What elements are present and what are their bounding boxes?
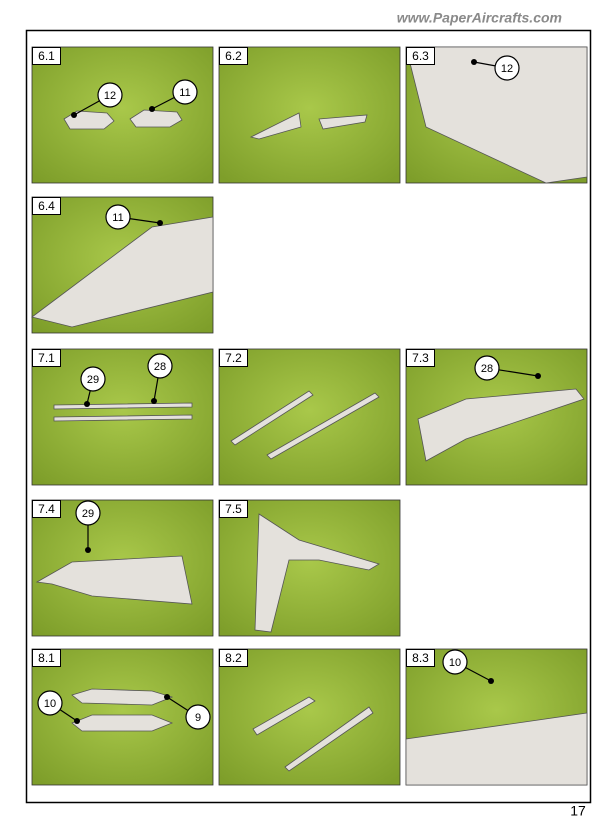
- callout-circle: [75, 500, 101, 526]
- paper-part: [252, 696, 316, 736]
- paper-part: [35, 555, 193, 605]
- callout-dot: [488, 678, 494, 684]
- callout-dot: [149, 106, 155, 112]
- paper-part: [71, 688, 174, 706]
- paper-part: [417, 388, 585, 462]
- paper-part: [230, 390, 314, 446]
- step-label-box: [219, 500, 248, 518]
- callout-dot: [157, 220, 163, 226]
- step-panel: 8.2: [218, 648, 401, 786]
- step-label-box: [219, 649, 248, 667]
- page-number: 17: [570, 803, 586, 819]
- page-frame: [25, 29, 592, 804]
- step-panel: 6.1 12 11: [31, 46, 214, 184]
- step-panel: 6.2: [218, 46, 401, 184]
- paper-part: [284, 706, 374, 772]
- step-label-box: [32, 349, 61, 367]
- callout-circle: [494, 55, 520, 81]
- paper-part: [318, 114, 368, 130]
- step-panel: 7.1 29 28: [31, 348, 214, 486]
- callout-circle: [147, 353, 173, 379]
- step-photo: [218, 348, 401, 486]
- step-label-box: [32, 649, 61, 667]
- callout-circle: [97, 82, 123, 108]
- callout-number: 10: [449, 657, 461, 669]
- callout-circle: [37, 690, 63, 716]
- callout-dot: [164, 694, 170, 700]
- step-label: 6.3: [412, 49, 429, 63]
- step-label-box: [32, 197, 61, 215]
- step-label: 6.2: [225, 49, 242, 63]
- step-label-box: [219, 349, 248, 367]
- step-panel: 7.3 28: [405, 348, 588, 486]
- callout-circle: [172, 79, 198, 105]
- callout-dot: [84, 401, 90, 407]
- paper-part: [405, 46, 588, 184]
- callout-circle: [80, 366, 106, 392]
- step-label: 7.1: [38, 351, 55, 365]
- callout-dot: [151, 398, 157, 404]
- step-label: 8.3: [412, 651, 429, 665]
- step-label: 6.1: [38, 49, 55, 63]
- callout-dot: [471, 59, 477, 65]
- step-label-box: [32, 47, 61, 65]
- callout-number: 9: [195, 712, 201, 724]
- step-panel: 8.1 10 9: [31, 648, 214, 786]
- callout-number: 29: [87, 374, 99, 386]
- step-label: 7.4: [38, 502, 55, 516]
- callout-dot: [74, 718, 80, 724]
- callout-dot: [71, 112, 77, 118]
- callout-number: 29: [82, 508, 94, 520]
- step-label-box: [406, 349, 435, 367]
- step-panel: 7.2: [218, 348, 401, 486]
- callout-dot: [535, 373, 541, 379]
- step-panel: 7.5: [218, 499, 401, 637]
- step-panel: 6.3 12: [405, 46, 588, 184]
- step-label-box: [406, 47, 435, 65]
- step-label: 7.5: [225, 502, 242, 516]
- step-label-box: [32, 500, 61, 518]
- step-photo: [31, 46, 214, 184]
- step-label-box: [219, 47, 248, 65]
- paper-part: [129, 109, 183, 128]
- paper-part: [249, 112, 302, 140]
- step-label-box: [406, 649, 435, 667]
- callout-number: 11: [179, 87, 190, 99]
- step-panel: 6.4 11: [31, 196, 214, 334]
- callout-number: 11: [112, 212, 123, 224]
- step-label: 8.2: [225, 651, 242, 665]
- step-panel: 8.3 10: [405, 648, 588, 786]
- paper-part: [405, 712, 588, 786]
- callout-circle: [442, 649, 468, 675]
- paper-part: [53, 414, 193, 422]
- step-label: 7.2: [225, 351, 242, 365]
- panels: 6.1 12 11 6.2 6.3 12 6.4 11 7.1 29 28 7.2 7.3 28 7.4 29…: [31, 46, 588, 786]
- step-label: 6.4: [38, 199, 55, 213]
- paper-part: [254, 513, 380, 633]
- callout-number: 12: [501, 63, 513, 75]
- callout-circle: [105, 204, 131, 230]
- callout-number: 28: [154, 361, 166, 373]
- callout-circle: [185, 704, 211, 730]
- site-url: www.PaperAircrafts.com: [397, 10, 562, 26]
- callout-number: 10: [44, 698, 56, 710]
- callout-circle: [474, 355, 500, 381]
- callout-dot: [85, 547, 91, 553]
- step-panel: 7.4 29: [31, 499, 214, 637]
- step-photo: [218, 648, 401, 786]
- step-label: 7.3: [412, 351, 429, 365]
- step-label: 8.1: [38, 651, 55, 665]
- callout-number: 12: [104, 90, 116, 102]
- step-photo: [218, 46, 401, 184]
- paper-part: [71, 714, 174, 732]
- callout-number: 28: [481, 363, 493, 375]
- paper-part: [31, 216, 214, 328]
- paper-part: [266, 392, 380, 460]
